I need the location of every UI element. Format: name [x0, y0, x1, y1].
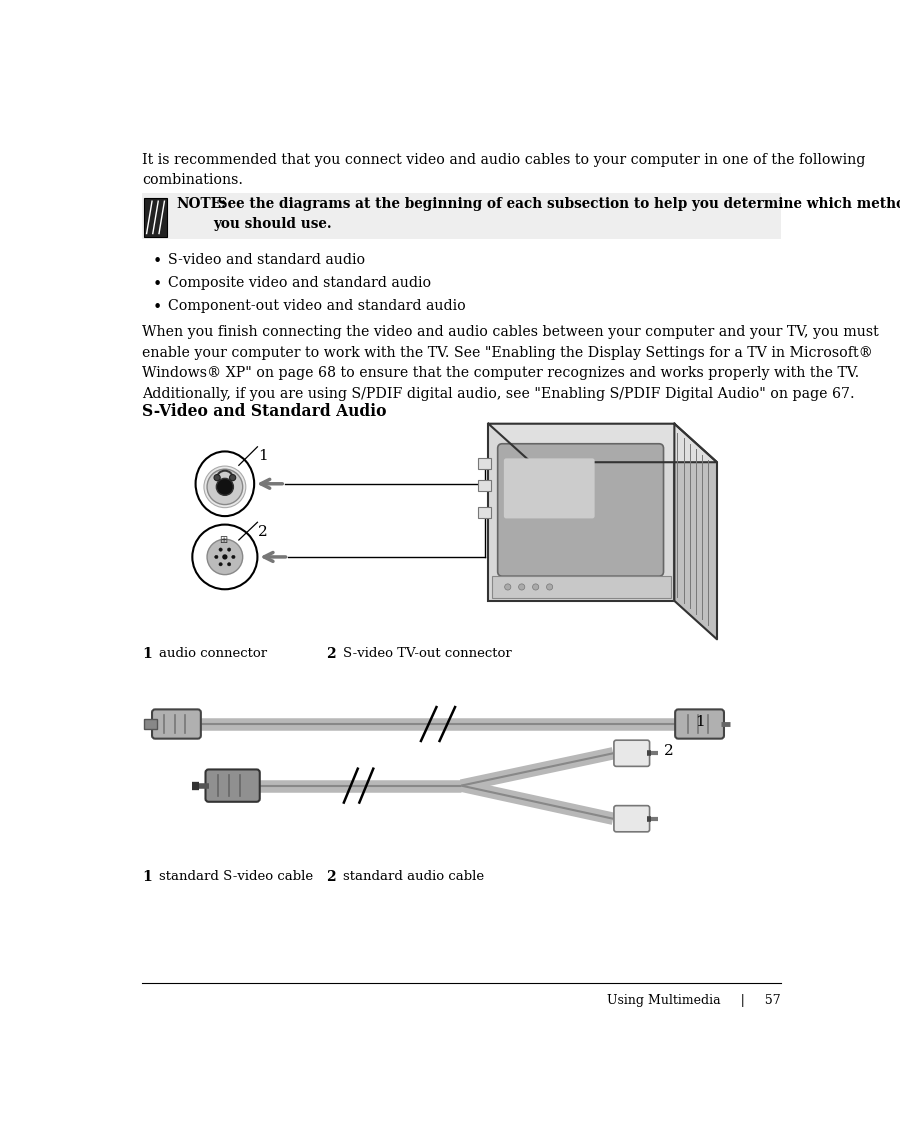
Circle shape [228, 548, 230, 551]
Circle shape [207, 469, 243, 505]
FancyBboxPatch shape [504, 459, 595, 518]
Circle shape [204, 466, 246, 508]
Circle shape [223, 555, 227, 559]
Text: 1: 1 [696, 715, 705, 729]
Text: Composite video and standard audio: Composite video and standard audio [168, 276, 431, 289]
Circle shape [228, 563, 230, 566]
Polygon shape [674, 423, 717, 639]
Text: •: • [153, 276, 162, 293]
Text: audio connector: audio connector [159, 648, 267, 660]
Text: 1: 1 [258, 450, 268, 463]
Text: S-video and standard audio: S-video and standard audio [168, 253, 365, 267]
Circle shape [193, 525, 257, 589]
Text: When you finish connecting the video and audio cables between your computer and : When you finish connecting the video and… [142, 325, 878, 400]
Circle shape [230, 475, 236, 480]
Text: •: • [153, 253, 162, 270]
Text: 2: 2 [258, 525, 268, 539]
Text: 2: 2 [664, 744, 674, 758]
Circle shape [505, 583, 511, 590]
FancyBboxPatch shape [614, 805, 650, 832]
Polygon shape [489, 423, 717, 462]
Circle shape [214, 555, 218, 558]
Circle shape [231, 555, 235, 558]
Text: Component-out video and standard audio: Component-out video and standard audio [168, 299, 466, 313]
Text: Using Multimedia     |     57: Using Multimedia | 57 [607, 993, 780, 1007]
Text: S-Video and Standard Audio: S-Video and Standard Audio [142, 403, 386, 420]
Circle shape [518, 583, 525, 590]
Circle shape [219, 548, 222, 551]
Circle shape [207, 539, 243, 574]
FancyBboxPatch shape [478, 480, 491, 491]
FancyBboxPatch shape [675, 709, 724, 739]
FancyBboxPatch shape [142, 192, 780, 239]
Text: S-video TV-out connector: S-video TV-out connector [343, 648, 511, 660]
FancyBboxPatch shape [205, 770, 260, 802]
Circle shape [214, 475, 220, 480]
FancyBboxPatch shape [478, 459, 491, 469]
FancyBboxPatch shape [614, 740, 650, 766]
FancyBboxPatch shape [498, 444, 663, 577]
Text: NOTE:: NOTE: [176, 197, 226, 212]
Text: ⊞: ⊞ [220, 535, 228, 546]
Text: 1: 1 [142, 871, 152, 884]
Text: 2: 2 [326, 871, 335, 884]
Circle shape [216, 478, 233, 495]
FancyBboxPatch shape [489, 423, 674, 601]
FancyBboxPatch shape [492, 577, 670, 597]
Text: 1: 1 [142, 648, 152, 661]
FancyBboxPatch shape [478, 507, 491, 518]
FancyBboxPatch shape [143, 198, 166, 237]
Text: 2: 2 [326, 648, 335, 661]
Text: It is recommended that you connect video and audio cables to your computer in on: It is recommended that you connect video… [142, 152, 865, 188]
Text: standard S-video cable: standard S-video cable [159, 871, 313, 883]
FancyBboxPatch shape [143, 720, 157, 729]
Circle shape [546, 583, 553, 590]
Text: See the diagrams at the beginning of each subsection to help you determine which: See the diagrams at the beginning of eac… [213, 197, 900, 231]
Text: standard audio cable: standard audio cable [343, 871, 484, 883]
FancyBboxPatch shape [152, 709, 201, 739]
Ellipse shape [195, 452, 254, 516]
Circle shape [219, 563, 222, 566]
Text: •: • [153, 299, 162, 316]
Circle shape [533, 583, 539, 590]
